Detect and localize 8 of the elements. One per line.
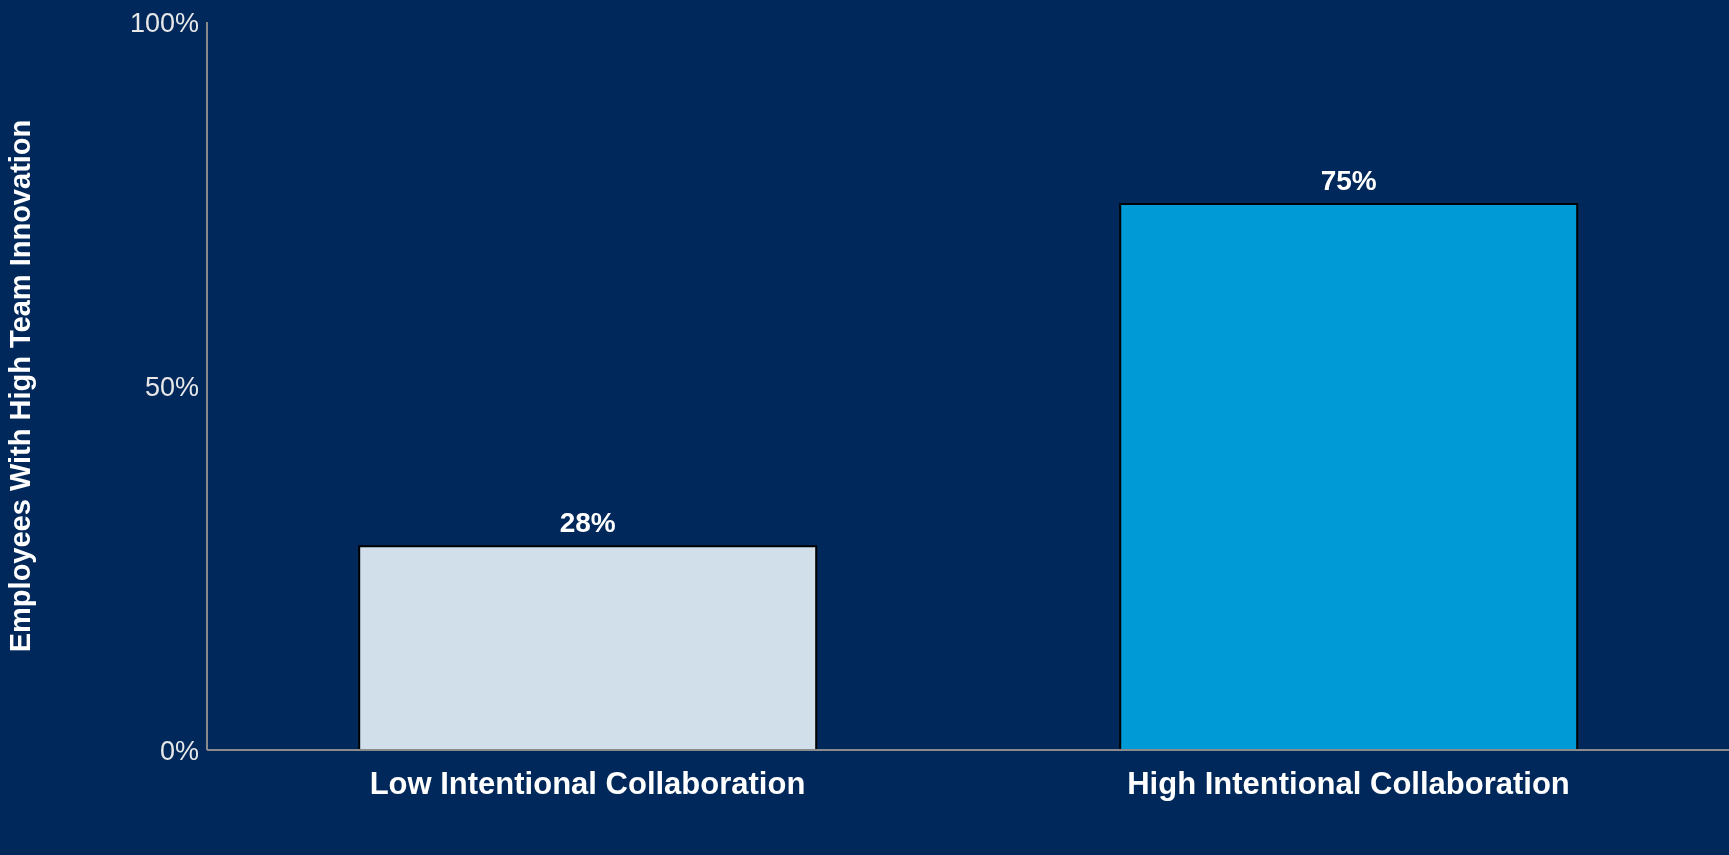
y-tick-label: 100% <box>129 7 199 38</box>
y-tick-label: 50% <box>144 371 199 402</box>
data-label: 75% <box>1320 165 1377 196</box>
data-label: 28% <box>559 507 616 539</box>
y-tick-label: 0% <box>159 735 199 766</box>
y-axis-title: Employees With High Team Innovation <box>4 119 37 653</box>
x-tick-label: Low Intentional Collaboration <box>369 766 806 802</box>
x-tick-label: High Intentional Collaboration <box>1127 766 1570 802</box>
